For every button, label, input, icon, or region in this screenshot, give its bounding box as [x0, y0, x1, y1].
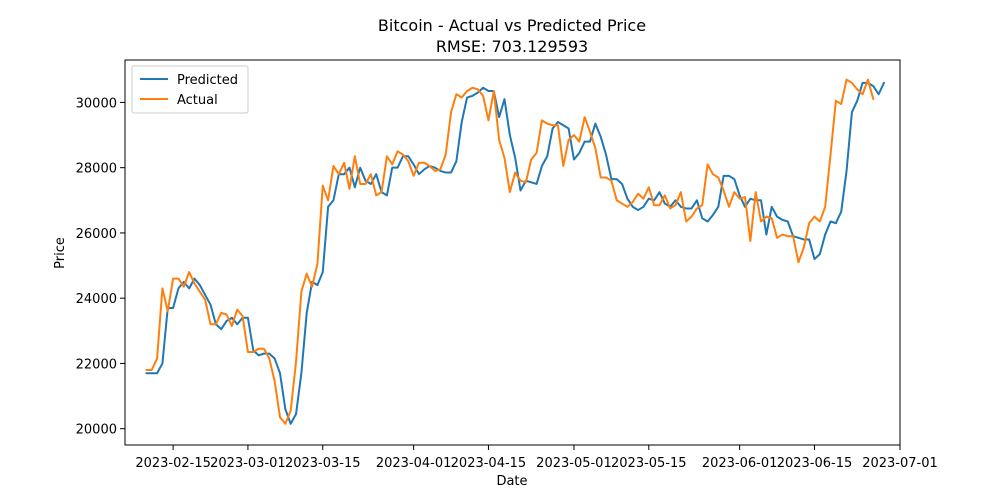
x-tick-label: 2023-02-15	[135, 456, 211, 471]
x-tick-label: 2023-05-15	[611, 456, 687, 471]
series-line-predicted	[145, 81, 885, 425]
y-tick-label: 24000	[76, 292, 117, 307]
x-axis-ticks: 2023-02-15 2023-03-01 2023-03-15 2023-04-01…	[135, 445, 938, 471]
legend-label-predicted: Predicted	[177, 73, 238, 88]
x-axis-label: Date	[496, 474, 527, 489]
y-tick-label: 28000	[76, 162, 117, 177]
chart-subtitle: RMSE: 703.129593	[436, 37, 588, 56]
x-tick-label: 2023-06-15	[777, 456, 853, 471]
y-tick-label: 20000	[76, 423, 117, 438]
y-axis-ticks: 20000 22000 24000 26000 28000 30000	[76, 96, 125, 438]
legend-box	[131, 65, 249, 114]
y-tick-label: 26000	[76, 227, 117, 242]
plot-area	[124, 59, 901, 446]
x-tick-label: 2023-04-01	[376, 456, 452, 471]
x-tick-label: 2023-07-01	[862, 456, 938, 471]
chart-title: Bitcoin - Actual vs Predicted Price	[378, 16, 646, 35]
x-tick-label: 2023-03-15	[285, 456, 361, 471]
y-tick-label: 30000	[76, 96, 117, 111]
y-tick-label: 22000	[76, 357, 117, 372]
series-layer	[145, 78, 885, 425]
plot-frame	[124, 59, 901, 446]
legend: Predicted Actual	[131, 65, 249, 114]
series-line-actual	[145, 78, 875, 425]
x-tick-label: 2023-03-01	[210, 456, 286, 471]
legend-label-actual: Actual	[177, 93, 218, 108]
x-tick-label: 2023-05-01	[536, 456, 612, 471]
x-tick-label: 2023-06-01	[702, 456, 778, 471]
x-tick-label: 2023-04-15	[451, 456, 527, 471]
y-axis-label: Price	[53, 237, 68, 269]
